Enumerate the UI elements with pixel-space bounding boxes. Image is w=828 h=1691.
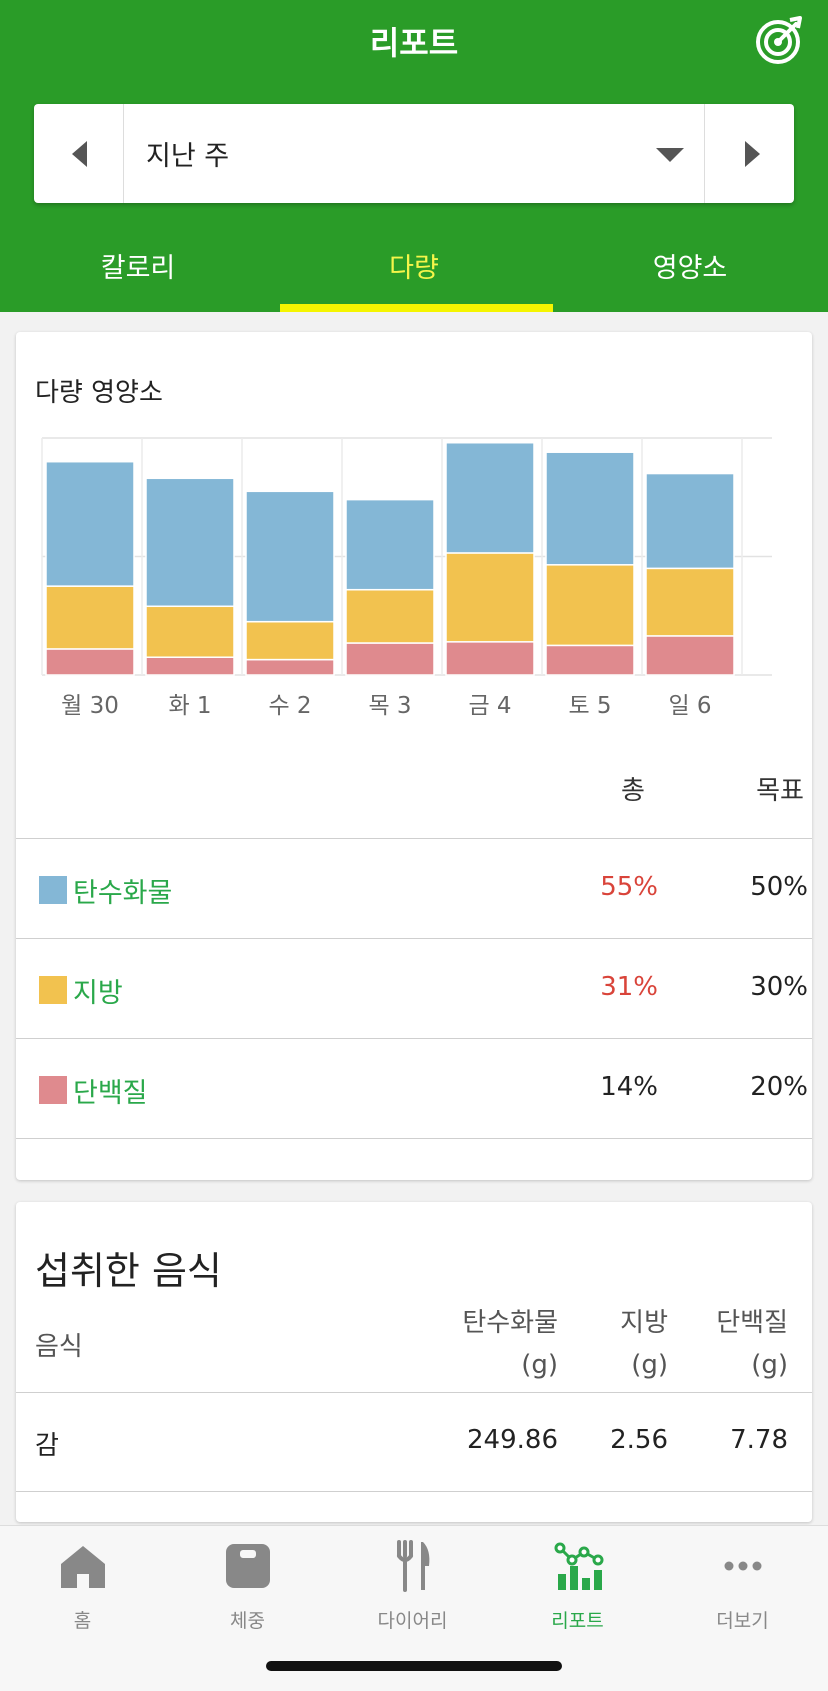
nav-home[interactable]: 홈 — [0, 1526, 165, 1646]
report-tabs: 칼로리 다량 영양소 — [0, 228, 828, 312]
column-header-carbs: 탄수화물 (g) — [376, 1302, 558, 1386]
macros-stacked-bar-chart: 월 30 화 1 수 2 목 3 금 4 토 5 일 6 — [41, 437, 772, 719]
food-carbs: 249.86 — [467, 1425, 558, 1455]
macro-goal: 30% — [750, 972, 808, 1002]
column-header-fat-name: 지방 — [620, 1308, 668, 1338]
nav-label: 체중 — [230, 1610, 265, 1632]
tab-calories[interactable]: 칼로리 — [100, 253, 176, 284]
bar-segment[interactable] — [345, 642, 435, 676]
column-header-carbs-unit: (g) — [521, 1350, 558, 1380]
food-row[interactable]: 감 249.86 2.56 7.78 — [16, 1392, 812, 1492]
macro-row-protein[interactable]: 단백질 14% 20% — [16, 1038, 812, 1138]
nav-label: 다이어리 — [377, 1610, 448, 1632]
header: 리포트 지난 주 칼로리 다량 영양소 — [0, 0, 828, 312]
bar-segment[interactable] — [545, 451, 635, 566]
nav-label: 더보기 — [716, 1610, 769, 1632]
previous-week-button[interactable] — [34, 104, 124, 203]
row-divider — [16, 1138, 812, 1139]
bar-segment[interactable] — [45, 460, 135, 587]
bar-segment[interactable] — [645, 472, 735, 570]
nav-diary[interactable]: 다이어리 — [330, 1526, 495, 1646]
macro-name: 탄수화물 — [73, 878, 173, 909]
tab-macros[interactable]: 다량 — [389, 253, 439, 284]
home-indicator — [266, 1661, 562, 1671]
column-header-total: 총 — [621, 776, 645, 806]
bar-segment[interactable] — [145, 477, 235, 608]
macro-total: 55% — [600, 872, 658, 902]
bar-segment[interactable] — [545, 644, 635, 676]
macro-total: 31% — [600, 972, 658, 1002]
bar-segment[interactable] — [145, 656, 235, 676]
bar-segment[interactable] — [345, 498, 435, 591]
column-header-protein-unit: (g) — [751, 1350, 788, 1380]
nav-label: 홈 — [73, 1610, 92, 1632]
page-title: 리포트 — [369, 24, 459, 62]
macro-goal: 50% — [750, 872, 808, 902]
x-tick-label: 목 3 — [368, 693, 411, 719]
active-tab-indicator — [280, 304, 553, 312]
home-icon — [61, 1546, 105, 1588]
bar-segment[interactable] — [245, 490, 335, 623]
macro-row-carbs[interactable]: 탄수화물 55% 50% — [16, 838, 812, 938]
macros-card-title: 다량 영양소 — [35, 378, 163, 408]
column-header-food: 음식 — [35, 1332, 83, 1362]
foods-card-title: 섭취한 음식 — [35, 1249, 222, 1293]
bar-segment[interactable] — [445, 552, 535, 643]
x-tick-label: 일 6 — [668, 693, 711, 719]
column-header-protein: 단백질 (g) — [688, 1302, 788, 1386]
x-tick-label: 토 5 — [568, 693, 611, 719]
column-header-goal: 목표 — [756, 776, 804, 806]
carbs-swatch — [39, 876, 67, 904]
more-dots-icon — [724, 1561, 762, 1571]
macro-row-fat[interactable]: 지방 31% 30% — [16, 938, 812, 1038]
x-tick-label: 수 2 — [268, 693, 311, 719]
bar-segment[interactable] — [145, 605, 235, 658]
macro-name: 단백질 — [73, 1078, 148, 1109]
macro-goal: 20% — [750, 1072, 808, 1102]
x-tick-label: 화 1 — [168, 693, 211, 719]
report-chart-icon — [554, 1542, 604, 1590]
column-header-carbs-name: 탄수화물 — [462, 1308, 558, 1338]
column-header-fat: 지방 (g) — [576, 1302, 668, 1386]
foods-card: 섭취한 음식 음식 탄수화물 (g) 지방 (g) 단백질 (g) 감 249.… — [16, 1202, 812, 1522]
scale-icon — [226, 1544, 270, 1588]
x-tick-label: 금 4 — [468, 693, 511, 719]
bar-segment[interactable] — [545, 564, 635, 647]
macro-total: 14% — [600, 1072, 658, 1102]
week-selector: 지난 주 — [34, 104, 794, 203]
nav-report[interactable]: 리포트 — [495, 1526, 660, 1646]
bar-segment[interactable] — [645, 635, 735, 676]
bar-segment[interactable] — [445, 441, 535, 554]
x-tick-label: 월 30 — [61, 693, 119, 719]
macro-name: 지방 — [73, 978, 123, 1009]
next-week-button[interactable] — [704, 104, 794, 203]
bar-segment[interactable] — [45, 585, 135, 650]
bar-segment[interactable] — [645, 567, 735, 637]
protein-swatch — [39, 1076, 67, 1104]
bar-segment[interactable] — [445, 641, 535, 676]
bar-segment[interactable] — [245, 658, 335, 676]
nav-label: 리포트 — [551, 1610, 604, 1632]
column-header-fat-unit: (g) — [631, 1350, 668, 1380]
bar-segment[interactable] — [245, 620, 335, 661]
fork-knife-icon — [397, 1540, 430, 1592]
food-name: 감 — [35, 1431, 59, 1461]
chevron-right-icon — [745, 141, 760, 167]
fat-swatch — [39, 976, 67, 1004]
nav-more[interactable]: 더보기 — [660, 1526, 825, 1646]
nav-weight[interactable]: 체중 — [165, 1526, 330, 1646]
bar-segment[interactable] — [45, 648, 135, 676]
food-protein: 7.78 — [730, 1425, 788, 1455]
target-icon[interactable] — [754, 14, 806, 66]
column-header-protein-name: 단백질 — [716, 1308, 788, 1338]
week-dropdown-label[interactable]: 지난 주 — [146, 141, 230, 172]
tab-nutrients[interactable]: 영양소 — [652, 253, 728, 284]
chevron-left-icon — [72, 141, 87, 167]
bar-segment[interactable] — [345, 588, 435, 644]
food-fat: 2.56 — [610, 1425, 668, 1455]
caret-down-icon[interactable] — [656, 148, 684, 162]
macros-card: 다량 영양소 월 30 화 1 수 2 목 3 금 4 토 5 일 6 총 목표 탄수화물 … — [16, 332, 812, 1180]
